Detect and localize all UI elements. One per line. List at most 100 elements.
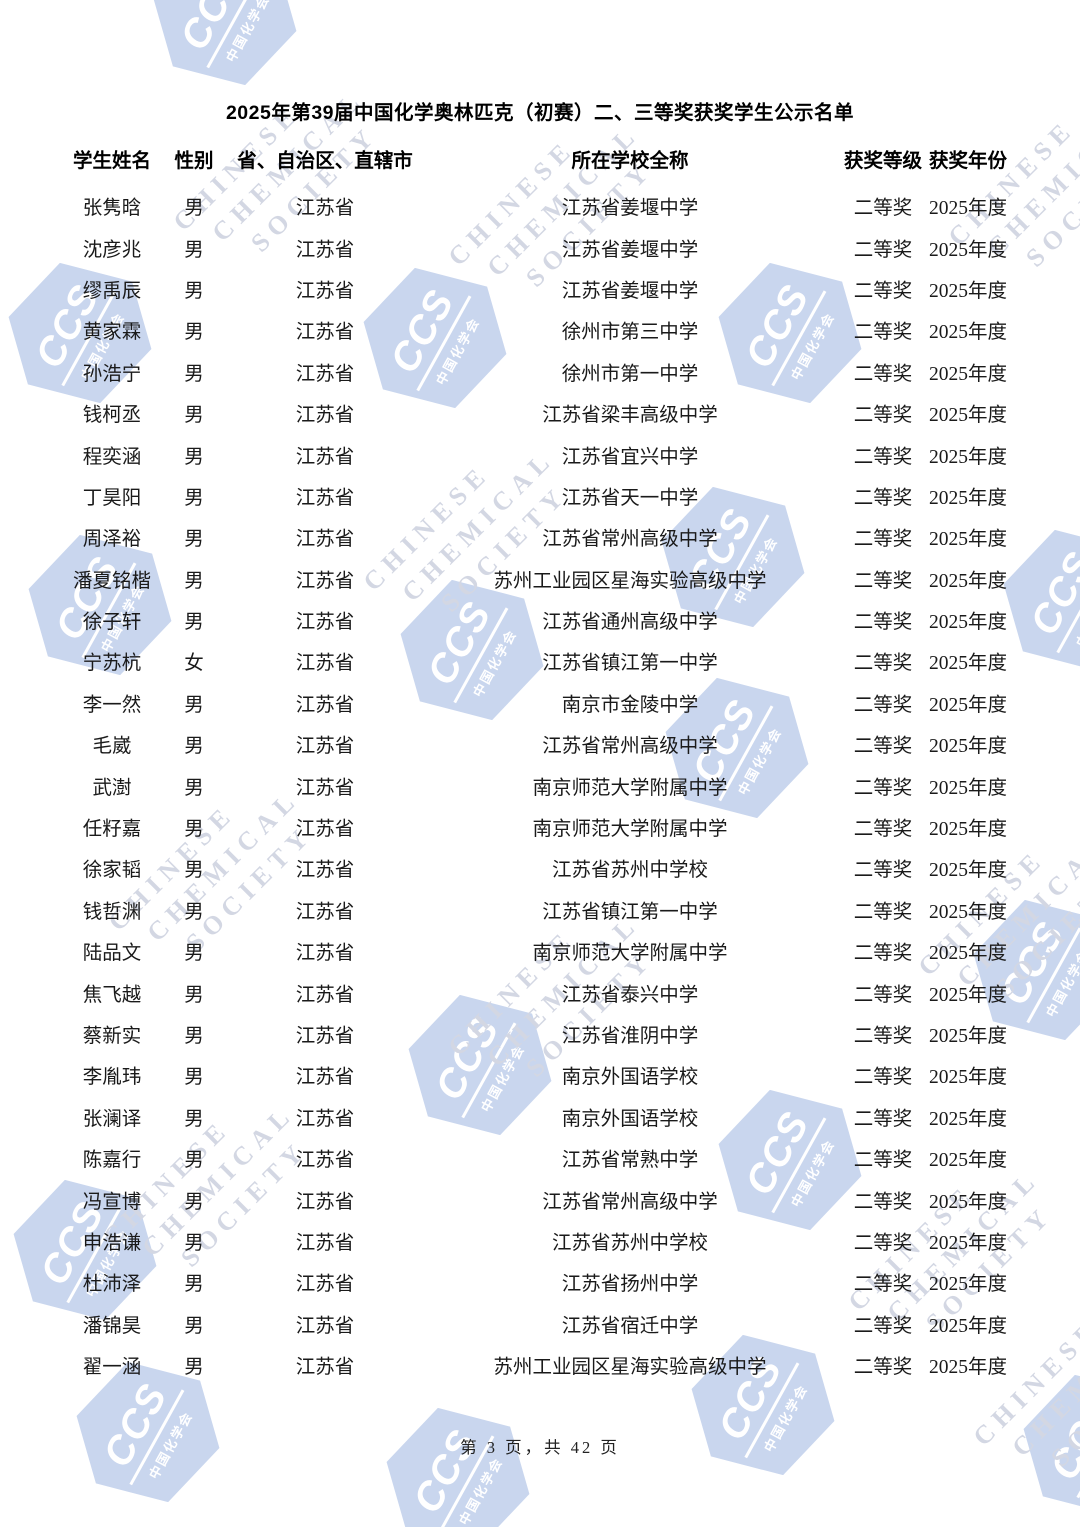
student-name-cell: 杜沛泽 [82,1274,142,1296]
award-cell: 二等奖 [853,1150,913,1172]
table-row: 周泽裕 男 江苏省 江苏省常州高级中学 二等奖 2025年度 [66,516,1010,557]
gender-cell: 男 [184,280,204,302]
award-cell: 二等奖 [853,280,913,302]
award-cell: 二等奖 [853,570,913,592]
student-name-cell: 李一然 [82,694,142,716]
award-cell: 二等奖 [853,777,913,799]
school-cell: 江苏省苏州中学校 [551,860,708,882]
year-cell: 2025年度 [928,860,1007,882]
table-row: 沈彦兆 男 江苏省 江苏省姜堰中学 二等奖 2025年度 [66,226,1010,267]
award-cell: 二等奖 [853,363,913,385]
school-cell: 江苏省梁丰高级中学 [542,405,718,427]
table-row: 徐家韬 男 江苏省 江苏省苏州中学校 二等奖 2025年度 [66,847,1010,888]
award-cell: 二等奖 [853,529,913,551]
student-name-cell: 钱柯丞 [82,405,142,427]
table-row: 钱哲渊 男 江苏省 江苏省镇江第一中学 二等奖 2025年度 [66,889,1010,930]
province-cell: 江苏省 [295,1191,355,1213]
year-cell: 2025年度 [928,1191,1007,1213]
year-cell: 2025年度 [928,653,1007,675]
student-name-cell: 张隽晗 [82,198,142,220]
province-cell: 江苏省 [295,1232,355,1254]
table-row: 徐子轩 男 江苏省 江苏省通州高级中学 二等奖 2025年度 [66,599,1010,640]
column-header-5: 获奖年份 [928,150,1007,172]
student-name-cell: 陆品文 [82,943,142,965]
student-name-cell: 陈嘉行 [82,1150,142,1172]
province-cell: 江苏省 [295,322,355,344]
province-cell: 江苏省 [295,860,355,882]
award-cell: 二等奖 [853,1067,913,1089]
student-name-cell: 焦飞越 [82,984,142,1006]
award-cell: 二等奖 [853,943,913,965]
gender-cell: 男 [184,736,204,758]
school-cell: 南京师范大学附属中学 [532,943,728,965]
year-cell: 2025年度 [928,1067,1007,1089]
province-cell: 江苏省 [295,1108,355,1130]
gender-cell: 男 [184,1357,204,1379]
student-name-cell: 李胤玮 [82,1067,142,1089]
table-row: 宁苏杭 女 江苏省 江苏省镇江第一中学 二等奖 2025年度 [66,640,1010,681]
student-name-cell: 潘夏铭楷 [72,570,151,592]
province-cell: 江苏省 [295,1026,355,1047]
province-cell: 江苏省 [295,1067,355,1089]
table-row: 程奕涵 男 江苏省 江苏省宜兴中学 二等奖 2025年度 [66,433,1010,474]
student-name-cell: 翟一涵 [82,1357,142,1379]
award-cell: 二等奖 [853,1026,913,1047]
table-row: 孙浩宁 男 江苏省 徐州市第一中学 二等奖 2025年度 [66,351,1010,392]
gender-cell: 男 [184,363,204,385]
school-cell: 江苏省姜堰中学 [561,198,699,220]
gender-cell: 男 [184,901,204,923]
year-cell: 2025年度 [928,446,1007,468]
province-cell: 江苏省 [295,1150,355,1172]
table-row: 任籽嘉 男 江苏省 南京师范大学附属中学 二等奖 2025年度 [66,806,1010,847]
student-name-cell: 张澜译 [82,1108,142,1130]
province-cell: 江苏省 [295,405,355,427]
student-name-cell: 孙浩宁 [82,363,142,385]
province-cell: 江苏省 [295,239,355,261]
province-cell: 江苏省 [295,487,355,509]
year-cell: 2025年度 [928,280,1007,302]
table-row: 张澜译 男 江苏省 南京外国语学校 二等奖 2025年度 [66,1096,1010,1137]
award-cell: 二等奖 [853,901,913,923]
table-row: 黄家霖 男 江苏省 徐州市第三中学 二等奖 2025年度 [66,309,1010,350]
gender-cell: 男 [184,1191,204,1213]
student-name-cell: 周泽裕 [82,529,142,551]
province-cell: 江苏省 [295,736,355,758]
province-cell: 江苏省 [295,901,355,923]
year-cell: 2025年度 [928,529,1007,551]
gender-cell: 男 [184,405,204,427]
year-cell: 2025年度 [928,198,1007,220]
student-name-cell: 潘锦昊 [82,1315,142,1337]
gender-cell: 男 [184,487,204,509]
student-name-cell: 徐家韬 [82,860,142,882]
award-cell: 二等奖 [853,694,913,716]
province-cell: 江苏省 [295,446,355,468]
year-cell: 2025年度 [928,819,1007,841]
year-cell: 2025年度 [928,736,1007,758]
year-cell: 2025年度 [928,901,1007,923]
gender-cell: 男 [184,777,204,799]
province-cell: 江苏省 [295,819,355,841]
table-row: 武澍 男 江苏省 南京师范大学附属中学 二等奖 2025年度 [66,764,1010,805]
school-cell: 江苏省姜堰中学 [561,280,699,302]
awards-table-body: 张隽晗男江苏省 江苏省姜堰中学 二等奖 2025年度 沈彦兆男江苏省 江苏省姜堰中学 二等奖… [66,185,1010,1385]
year-cell: 2025年度 [928,239,1007,261]
school-cell: 江苏省常州高级中学 [542,1191,718,1213]
school-cell: 江苏省苏州中学校 [551,1232,708,1254]
school-cell: 江苏省天一中学 [561,487,699,509]
table-row: 钱柯丞 男 江苏省 江苏省梁丰高级中学 二等奖 2025年度 [66,392,1010,433]
province-cell: 江苏省 [295,943,355,965]
award-cell: 二等奖 [853,1232,913,1254]
school-cell: 江苏省常州高级中学 [542,736,718,758]
student-name-cell: 毛崴 [92,736,132,758]
school-cell: 江苏省镇江第一中学 [542,653,718,675]
school-cell: 江苏省泰兴中学 [561,984,699,1006]
gender-cell: 女 [184,653,204,675]
province-cell: 江苏省 [295,570,355,592]
table-row: 缪禹辰 男 江苏省 江苏省姜堰中学 二等奖 2025年度 [66,268,1010,309]
column-header-2: 省、自治区、直辖市 [237,150,413,172]
award-cell: 二等奖 [853,612,913,634]
school-cell: 江苏省常州高级中学 [542,529,718,551]
gender-cell: 男 [184,1232,204,1254]
province-cell: 江苏省 [295,777,355,799]
